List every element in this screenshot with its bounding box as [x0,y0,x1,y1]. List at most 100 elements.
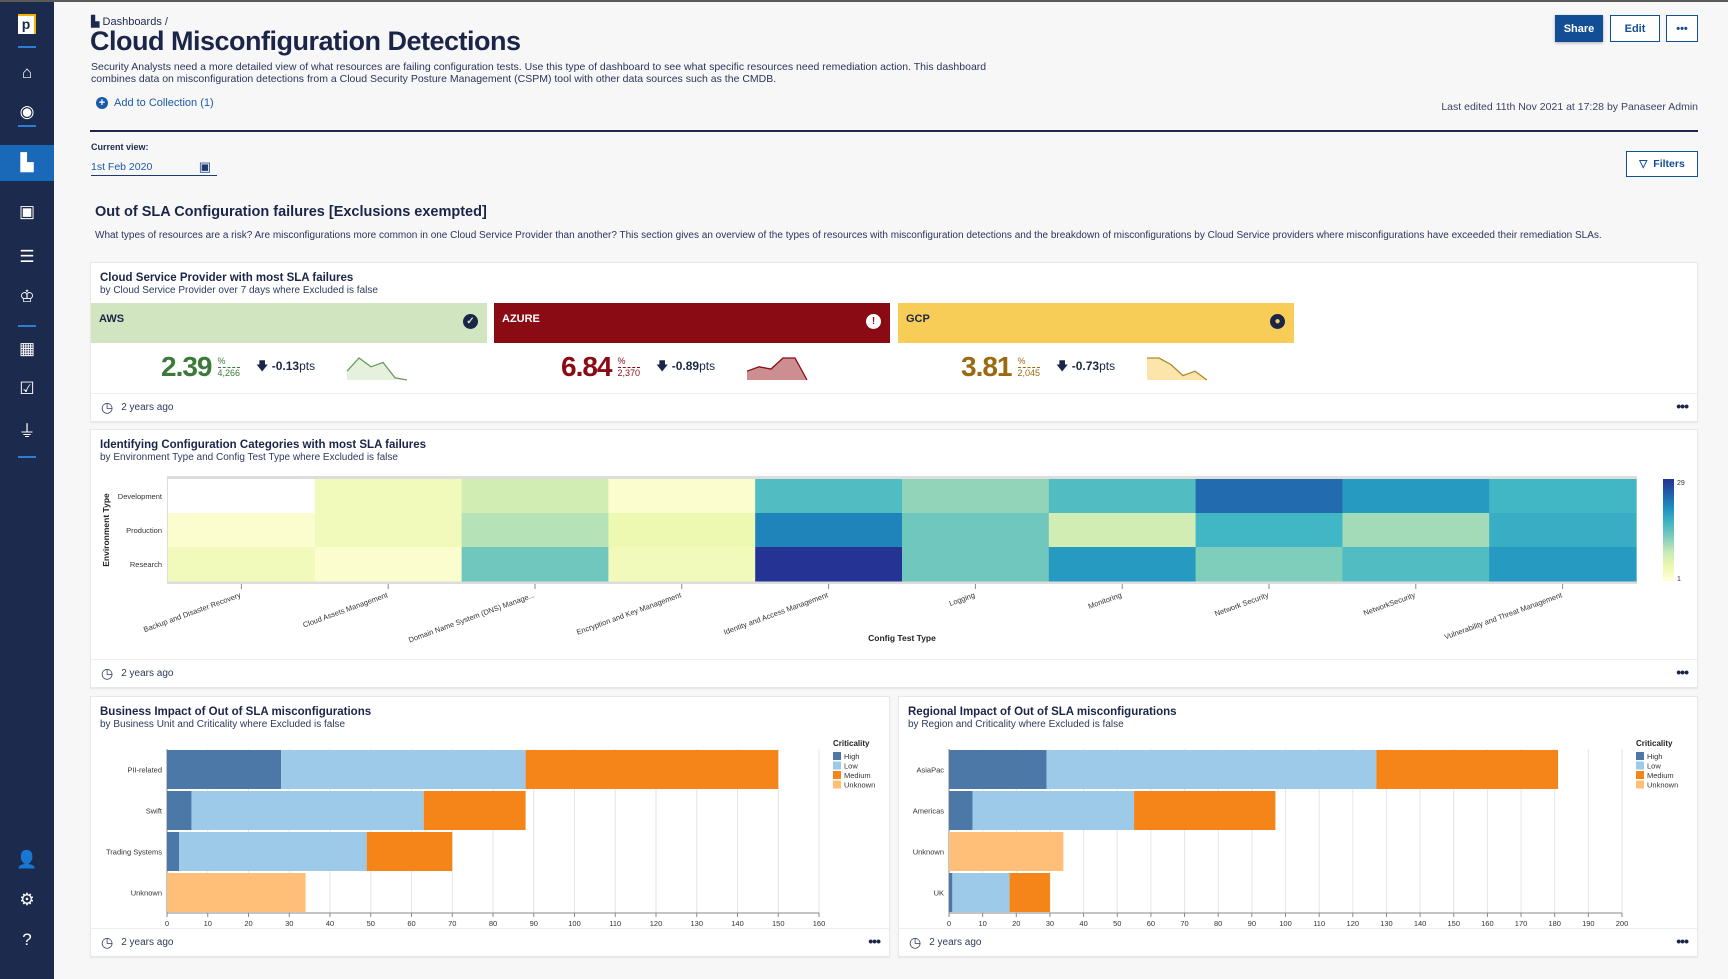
card-more-button[interactable]: ••• [1676,398,1689,414]
plug-icon: ⏚ [18,421,36,441]
share-button[interactable]: Share [1555,15,1603,42]
x-tick-label: 90 [1248,919,1256,928]
sidebar-item-calculator[interactable]: ▦ [0,332,54,366]
heatmap-cell [1489,479,1637,514]
card-footer: ◷ 2 years ago [91,659,1697,687]
x-tick-label: 50 [367,919,375,928]
sidebar-item-home[interactable]: ⌂ [0,56,54,90]
trophy-icon: ♔ [19,287,35,306]
x-tick-label: 150 [1447,919,1460,928]
sidebar-item-settings[interactable]: ⚙ [0,883,54,917]
x-tick-label: 60 [407,919,415,928]
alert-circle-icon: ! [866,314,881,329]
check-circle-icon: ✓ [463,314,478,329]
sidebar-item-plug[interactable]: ⏚ [0,412,54,446]
csp-card: Cloud Service Provider with most SLA fai… [90,262,1698,422]
calendar-icon[interactable]: ▣ [198,159,211,174]
delta-value: -0.73 [1071,358,1100,373]
x-tick-label: Identity and Access Management [722,590,830,637]
x-tick-label: Encryption and Key Management [575,590,683,637]
sidebar-item-labs[interactable]: ▣ [0,195,54,229]
card-subtitle: by Cloud Service Provider over 7 days wh… [100,285,378,296]
bar-segment-high [167,791,192,830]
date-picker[interactable]: 1st Feb 2020 ▣ [91,158,217,176]
legend-label: Medium [844,771,871,780]
sidebar-item-user[interactable]: 👤 [0,843,54,877]
legend-label: Low [844,762,858,771]
checklist-icon: ☑ [19,379,35,398]
bar-segment-medium [423,791,526,830]
dashboards-icon: ▙ [20,153,34,172]
filters-button[interactable]: ▽ Filters [1626,151,1698,177]
legend-title: Criticality [1636,739,1673,748]
bar-segment-low [952,873,1010,912]
sparkline-line [1147,357,1208,381]
arrow-down-icon: 🡇 [656,358,672,373]
updated-time: 2 years ago [929,937,982,948]
sidebar-item-help[interactable]: ? [0,923,54,957]
csp-tile-azure[interactable]: AZURE! [494,303,890,343]
bar-segment-medium [1134,791,1276,830]
edit-button[interactable]: Edit [1610,15,1660,42]
sidebar-item-database[interactable]: ☰ [0,240,54,274]
x-tick-label: 200 [1616,919,1629,928]
x-tick-label: 30 [285,919,293,928]
more-options-button[interactable]: ••• [1666,15,1698,42]
kpi-delta: 🡇 -0.73pts [1056,357,1115,378]
x-tick-label: 180 [1548,919,1561,928]
sidebar-item-trophy[interactable]: ♔ [0,280,54,314]
x-axis-title: Config Test Type [868,633,936,643]
heatmap-cell [902,547,1050,582]
legend-min-label: 1 [1677,576,1681,583]
sparkline-line [346,357,408,381]
sparkline [1147,357,1208,381]
card-more-button[interactable]: ••• [1676,664,1689,680]
sidebar-item-eye[interactable]: ◉ [0,95,54,129]
heatmap-cell [608,479,756,514]
x-tick-label: 130 [690,919,703,928]
card-footer: ◷ 2 years ago [91,928,889,956]
add-to-collection-link[interactable]: + Add to Collection (1) [96,97,214,109]
bar-segment-low [179,832,367,871]
legend-label: Low [1647,762,1661,771]
x-tick-label: 40 [1079,919,1087,928]
y-tick-label: UK [934,889,944,898]
card-more-button[interactable]: ••• [868,933,881,949]
business-bar-chart: 0 10 20 30 40 50 60 70 80 90 100 110 120 130 140 150 160… [106,739,875,928]
logo[interactable]: p [18,14,36,34]
heatmap-cell [461,479,609,514]
x-tick-label: 170 [1515,919,1528,928]
bar-segment-medium [1009,873,1050,912]
eye-icon: ◉ [19,102,35,121]
y-tick-label: Development [118,492,163,501]
kpi-unit: % 2,370 [617,355,641,379]
x-tick-label: Vulnerability and Threat Management [1443,590,1564,641]
sidebar-item-dashboards[interactable]: ▙ [0,145,54,181]
card-more-button[interactable]: ••• [1676,933,1689,949]
heatmap-cell [314,513,463,548]
heatmap-cell [902,513,1050,548]
kpi-unit: % 2,045 [1017,356,1041,379]
breadcrumb[interactable]: ▙ Dashboards / [91,15,168,28]
updated-time: 2 years ago [121,937,174,948]
bar-segment-low [281,750,526,789]
legend-swatch [1636,761,1644,770]
provider-name: AZURE [502,313,540,325]
csp-tile-gcp[interactable]: GCP ● [898,303,1294,343]
kpi-count: 4,266 [217,366,241,378]
legend-swatch [833,780,841,789]
card-subtitle: by Region and Criticality where Excluded… [908,719,1124,730]
breadcrumb-dashboards[interactable]: Dashboards / [102,16,168,28]
unit: % [617,355,626,366]
x-tick-label: Logging [948,590,976,608]
heatmap-cell [461,513,609,548]
kpi-count: 2,045 [1017,366,1041,378]
add-to-collection-label: Add to Collection (1) [114,97,214,109]
csp-tile-aws[interactable]: AWS ✓ [91,303,487,343]
delta-value: -0.13 [271,358,300,373]
date-value: 1st Feb 2020 [91,161,153,173]
regional-bar-chart: 0 10 20 30 40 50 60 70 80 90 100 110 120 130 140 150 160… [913,739,1679,928]
delta-unit: pts [1099,358,1116,373]
settings-icon: ⚙ [19,890,35,909]
sidebar-item-checklist[interactable]: ☑ [0,372,54,406]
